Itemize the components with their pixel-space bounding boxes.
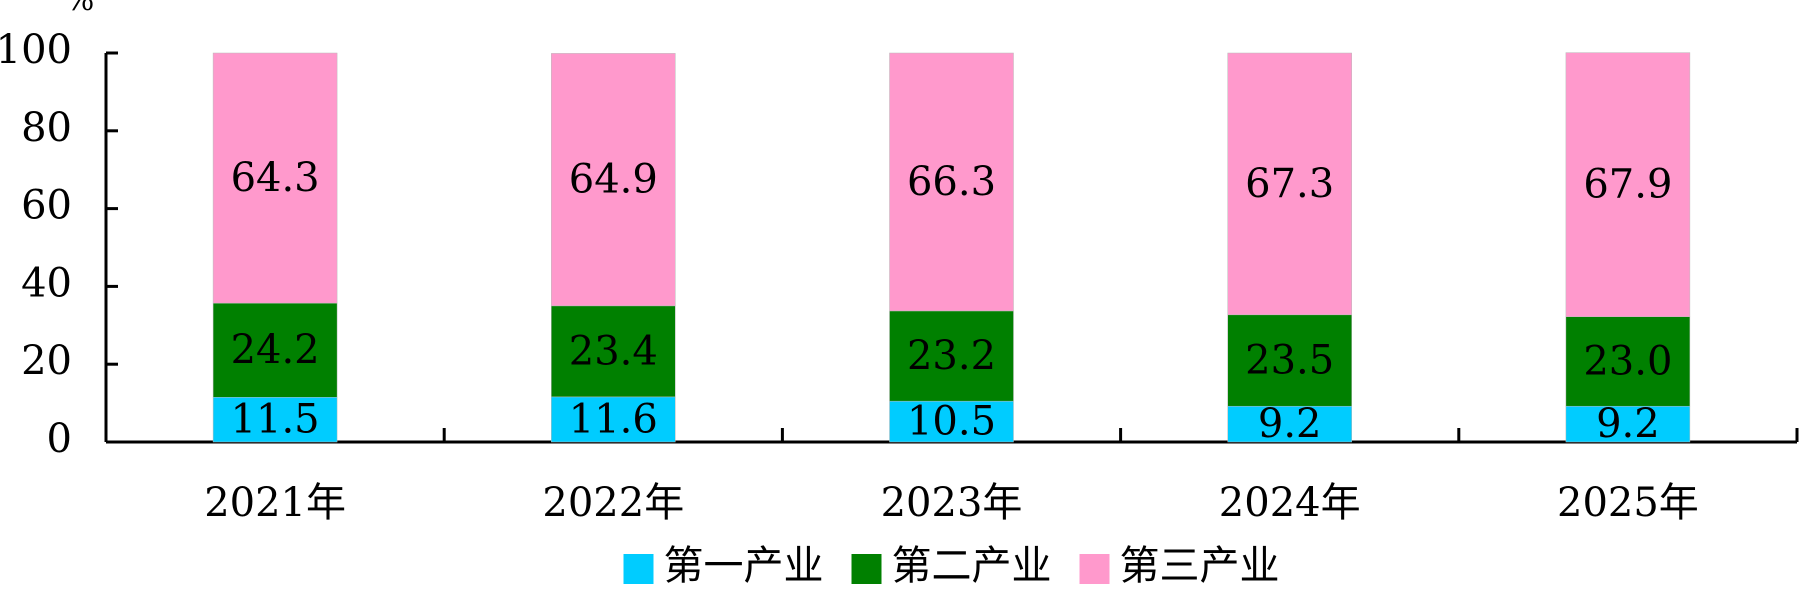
bar-segment <box>1565 52 1691 317</box>
y-tick-label: 40 <box>21 260 72 306</box>
x-tick-label: 2023年 <box>881 480 1023 526</box>
data-label: 23.2 <box>907 333 996 379</box>
bar-segment <box>889 52 1014 312</box>
data-label: 24.2 <box>231 327 320 373</box>
data-label: 64.9 <box>569 157 658 203</box>
data-label: 23.5 <box>1245 338 1334 384</box>
data-label: 66.3 <box>907 159 996 205</box>
bar-segment <box>212 302 338 398</box>
bar-segment <box>212 52 338 304</box>
bar-segment <box>1565 405 1691 443</box>
bar-segment <box>212 397 338 443</box>
bar-segment <box>551 396 676 443</box>
bar-segment <box>1565 316 1691 407</box>
legend-label: 第一产业 <box>664 543 824 589</box>
data-label: 67.9 <box>1583 162 1672 208</box>
x-tick-label: 2022年 <box>542 480 684 526</box>
data-label: 23.0 <box>1583 338 1672 384</box>
bar-segment <box>889 310 1014 402</box>
legend-swatch <box>1079 554 1110 584</box>
y-axis-label: % <box>66 0 95 18</box>
legend-label: 第三产业 <box>1120 543 1280 589</box>
y-tick-label: 0 <box>47 416 72 462</box>
data-label: 9.2 <box>1258 401 1322 447</box>
legend-swatch <box>623 554 654 584</box>
data-label: 9.2 <box>1596 401 1660 447</box>
x-tick-label: 2021年 <box>204 480 346 526</box>
data-label: 67.3 <box>1245 161 1334 207</box>
legend-swatch <box>851 554 882 584</box>
y-tick-label: 100 <box>0 27 72 73</box>
bar-segment <box>1227 52 1352 316</box>
y-tick-label: 80 <box>21 105 72 151</box>
data-label: 23.4 <box>569 328 658 374</box>
y-tick-label: 20 <box>21 338 72 384</box>
data-label: 10.5 <box>907 399 996 445</box>
x-tick-label: 2024年 <box>1219 480 1361 526</box>
data-label: 64.3 <box>231 155 320 201</box>
bar-segment <box>889 400 1014 443</box>
data-label: 11.5 <box>231 397 320 443</box>
bar-segment <box>1227 405 1352 443</box>
data-label: 11.6 <box>569 396 658 442</box>
bar-segment <box>551 305 676 398</box>
y-tick-label: 60 <box>21 183 72 229</box>
x-tick-label: 2025年 <box>1557 480 1699 526</box>
legend-label: 第二产业 <box>892 543 1052 589</box>
bar-segment <box>551 53 676 307</box>
